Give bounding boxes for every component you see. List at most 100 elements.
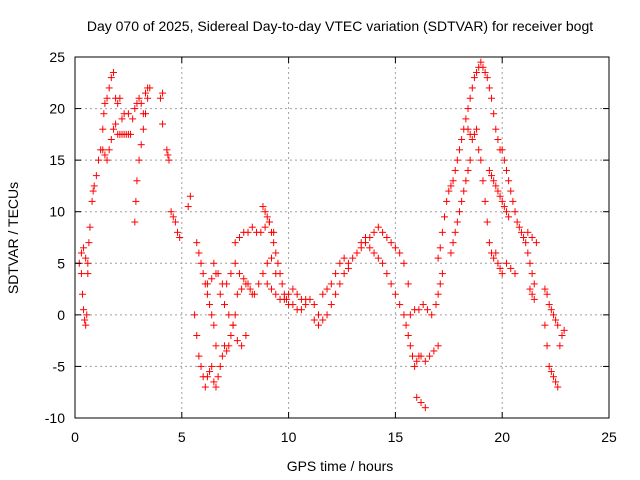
data-point: [223, 347, 231, 355]
data-point: [208, 275, 216, 283]
data-point: [428, 311, 436, 319]
data-point: [406, 311, 414, 319]
data-point: [206, 368, 214, 376]
data-point: [107, 74, 115, 82]
data-point: [391, 244, 399, 252]
data-point: [554, 321, 562, 329]
data-point: [210, 259, 218, 267]
data-point: [468, 84, 476, 92]
data-point: [481, 197, 489, 205]
data-point: [272, 249, 280, 257]
data-point: [139, 125, 147, 133]
data-point: [270, 239, 278, 247]
data-point: [109, 68, 117, 76]
data-point: [423, 306, 431, 314]
data-point: [201, 383, 209, 391]
x-tick-labels: 0 5 10 15 20 25: [71, 429, 617, 445]
data-point: [227, 270, 235, 278]
data-point: [434, 254, 442, 262]
data-point: [447, 249, 455, 257]
data-point: [549, 373, 557, 381]
data-point: [400, 311, 408, 319]
data-point: [171, 218, 179, 226]
data-point: [340, 270, 348, 278]
data-point: [323, 285, 331, 293]
data-point: [528, 290, 536, 298]
data-point: [94, 156, 102, 164]
data-point: [259, 203, 267, 211]
data-point: [451, 228, 459, 236]
data-point: [353, 249, 361, 257]
data-point: [408, 352, 416, 360]
data-point: [530, 295, 538, 303]
data-point: [541, 285, 549, 293]
data-point: [315, 311, 323, 319]
data-point: [242, 331, 250, 339]
data-point: [216, 362, 224, 370]
data-point: [80, 306, 88, 314]
data-point: [137, 99, 145, 107]
data-point: [560, 326, 568, 334]
data-point: [415, 306, 423, 314]
data-point: [494, 187, 502, 195]
y-tick-labels: -10 -5 0 5 10 15 20 25: [45, 49, 65, 426]
data-point: [556, 342, 564, 350]
y-tick-label: 5: [57, 255, 65, 271]
data-point: [509, 197, 517, 205]
data-point: [223, 280, 231, 288]
data-point: [144, 94, 152, 102]
data-point: [280, 295, 288, 303]
data-point: [85, 239, 93, 247]
data-point: [231, 311, 239, 319]
data-point: [522, 239, 530, 247]
data-point: [417, 399, 425, 407]
data-point: [492, 125, 500, 133]
data-point: [438, 270, 446, 278]
data-point: [485, 239, 493, 247]
data-point: [310, 316, 318, 324]
data-point: [127, 130, 135, 138]
data-point: [404, 331, 412, 339]
data-point: [552, 378, 560, 386]
data-point: [464, 125, 472, 133]
data-point: [374, 254, 382, 262]
data-point: [434, 290, 442, 298]
data-point: [80, 244, 88, 252]
data-point: [210, 321, 218, 329]
data-point: [490, 177, 498, 185]
data-point: [229, 321, 237, 329]
y-tick-label: 25: [49, 49, 65, 65]
data-point: [421, 357, 429, 365]
data-point: [176, 234, 184, 241]
data-point: [554, 383, 562, 391]
data-point: [203, 373, 211, 381]
data-point: [505, 213, 513, 221]
data-point: [141, 89, 149, 97]
data-point: [413, 357, 421, 365]
data-point: [82, 321, 90, 329]
data-point: [82, 254, 90, 262]
data-point: [84, 270, 92, 278]
data-point: [332, 290, 340, 298]
data-point: [477, 156, 485, 164]
data-point: [488, 172, 496, 180]
data-point: [498, 146, 506, 154]
data-point: [203, 280, 211, 288]
data-point: [370, 228, 378, 236]
data-point: [319, 290, 327, 298]
data-point: [336, 259, 344, 267]
data-point: [524, 228, 532, 236]
data-point: [132, 197, 140, 205]
data-point: [468, 136, 476, 144]
data-point: [238, 285, 246, 293]
data-point: [81, 316, 89, 324]
data-point: [498, 270, 506, 278]
data-point: [558, 331, 566, 339]
data-point: [199, 270, 207, 278]
data-point: [479, 63, 487, 71]
data-point: [105, 146, 113, 154]
data-point: [406, 342, 414, 350]
data-point: [475, 146, 483, 154]
data-point: [441, 213, 449, 221]
data-point: [90, 182, 98, 190]
